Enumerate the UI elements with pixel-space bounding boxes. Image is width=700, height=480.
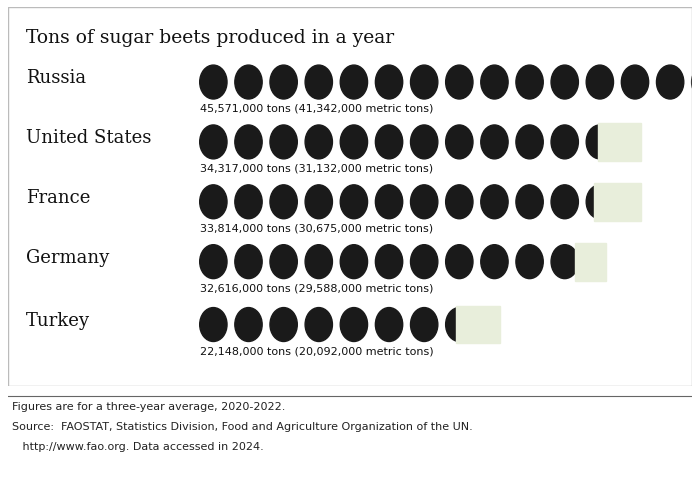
Ellipse shape <box>410 65 438 99</box>
Ellipse shape <box>340 245 368 278</box>
Text: Tons of sugar beets produced in a year: Tons of sugar beets produced in a year <box>26 29 394 47</box>
Ellipse shape <box>692 65 700 99</box>
Ellipse shape <box>199 65 227 99</box>
Ellipse shape <box>234 125 262 159</box>
Ellipse shape <box>410 125 438 159</box>
Ellipse shape <box>446 245 473 278</box>
Ellipse shape <box>199 308 227 341</box>
Text: Turkey: Turkey <box>26 312 90 330</box>
Ellipse shape <box>586 185 613 219</box>
Bar <box>598 123 640 161</box>
Ellipse shape <box>410 245 438 278</box>
Text: 22,148,000 tons (20,092,000 metric tons): 22,148,000 tons (20,092,000 metric tons) <box>199 347 433 357</box>
Ellipse shape <box>481 65 508 99</box>
Ellipse shape <box>234 245 262 278</box>
Bar <box>456 306 500 344</box>
Text: 32,616,000 tons (29,588,000 metric tons): 32,616,000 tons (29,588,000 metric tons) <box>199 284 433 294</box>
Ellipse shape <box>446 185 473 219</box>
Ellipse shape <box>446 308 473 341</box>
Ellipse shape <box>481 125 508 159</box>
Text: Germany: Germany <box>26 249 109 267</box>
Ellipse shape <box>516 245 543 278</box>
Text: Figures are for a three-year average, 2020-2022.: Figures are for a three-year average, 20… <box>13 402 286 412</box>
Ellipse shape <box>551 185 578 219</box>
Ellipse shape <box>375 245 402 278</box>
Ellipse shape <box>305 125 332 159</box>
Ellipse shape <box>622 65 649 99</box>
Ellipse shape <box>234 308 262 341</box>
Ellipse shape <box>410 308 438 341</box>
Ellipse shape <box>375 308 402 341</box>
Ellipse shape <box>375 125 402 159</box>
Ellipse shape <box>586 65 613 99</box>
Ellipse shape <box>481 245 508 278</box>
Ellipse shape <box>270 308 298 341</box>
Ellipse shape <box>234 65 262 99</box>
Ellipse shape <box>270 125 298 159</box>
Ellipse shape <box>586 125 613 159</box>
Ellipse shape <box>375 185 402 219</box>
Ellipse shape <box>199 125 227 159</box>
Ellipse shape <box>305 308 332 341</box>
Text: Russia: Russia <box>26 69 86 87</box>
Ellipse shape <box>340 308 368 341</box>
Ellipse shape <box>551 245 578 278</box>
Text: Source:  FAOSTAT, Statistics Division, Food and Agriculture Organization of the : Source: FAOSTAT, Statistics Division, Fo… <box>13 422 473 432</box>
Bar <box>575 243 606 281</box>
Ellipse shape <box>340 125 368 159</box>
Ellipse shape <box>657 65 684 99</box>
Ellipse shape <box>305 185 332 219</box>
Text: United States: United States <box>26 129 151 147</box>
Text: France: France <box>26 189 90 207</box>
Text: 45,571,000 tons (41,342,000 metric tons): 45,571,000 tons (41,342,000 metric tons) <box>199 104 433 114</box>
Ellipse shape <box>270 65 298 99</box>
Ellipse shape <box>481 185 508 219</box>
Ellipse shape <box>199 185 227 219</box>
Ellipse shape <box>551 65 578 99</box>
Text: 34,317,000 tons (31,132,000 metric tons): 34,317,000 tons (31,132,000 metric tons) <box>199 164 433 174</box>
Ellipse shape <box>199 245 227 278</box>
Ellipse shape <box>340 65 368 99</box>
Ellipse shape <box>305 65 332 99</box>
Ellipse shape <box>446 125 473 159</box>
Ellipse shape <box>446 65 473 99</box>
Bar <box>594 183 641 221</box>
Ellipse shape <box>375 65 402 99</box>
Ellipse shape <box>270 185 298 219</box>
Ellipse shape <box>340 185 368 219</box>
Text: http://www.fao.org. Data accessed in 2024.: http://www.fao.org. Data accessed in 202… <box>13 442 264 452</box>
Ellipse shape <box>234 185 262 219</box>
Ellipse shape <box>516 125 543 159</box>
Text: 33,814,000 tons (30,675,000 metric tons): 33,814,000 tons (30,675,000 metric tons) <box>199 224 433 234</box>
Ellipse shape <box>551 125 578 159</box>
Ellipse shape <box>270 245 298 278</box>
Ellipse shape <box>516 65 543 99</box>
Ellipse shape <box>516 185 543 219</box>
Ellipse shape <box>305 245 332 278</box>
Ellipse shape <box>410 185 438 219</box>
